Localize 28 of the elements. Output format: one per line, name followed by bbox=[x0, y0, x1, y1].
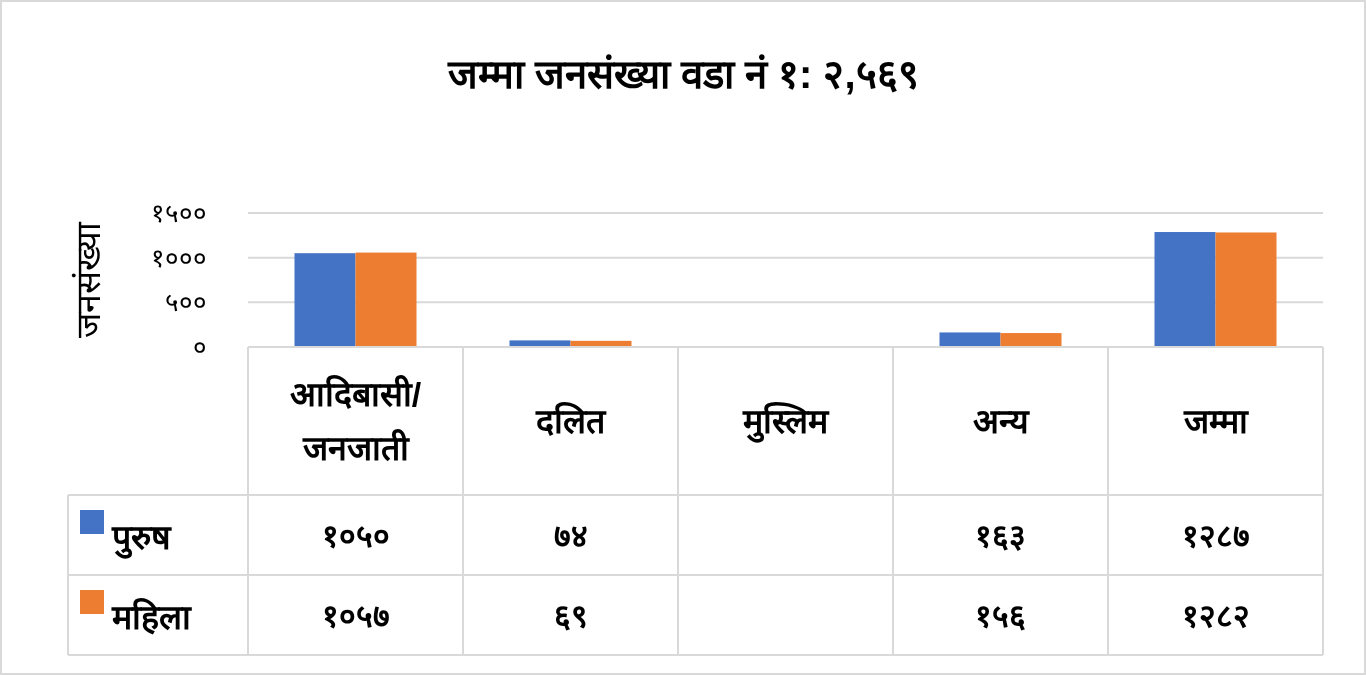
y-tick-label: १००० bbox=[151, 242, 207, 273]
bar bbox=[1154, 232, 1216, 347]
data-label: १६३ bbox=[975, 518, 1026, 554]
x-tick-label: दलित bbox=[535, 401, 607, 440]
data-label: १२८७ bbox=[1181, 518, 1250, 554]
x-tick-label: अन्य bbox=[972, 402, 1030, 440]
bar bbox=[509, 340, 571, 347]
bar bbox=[939, 332, 1001, 347]
data-label: ७४ bbox=[553, 518, 588, 554]
data-label: १५६ bbox=[975, 598, 1026, 634]
data-label: १२८२ bbox=[1181, 598, 1250, 634]
chart-title: जम्मा जनसंख्या वडा नं १: २,५६९ bbox=[446, 52, 919, 96]
x-tick-label: जम्मा bbox=[1182, 402, 1249, 440]
bar bbox=[294, 253, 356, 347]
y-axis-title: जनसंख्या bbox=[69, 221, 107, 338]
legend-label: पुरुष bbox=[111, 518, 172, 559]
x-tick-label: आदिबासी/जनजाती bbox=[289, 374, 422, 467]
bar bbox=[355, 252, 417, 347]
bar bbox=[1215, 232, 1277, 347]
y-tick-label: ५०० bbox=[165, 287, 207, 318]
y-tick-label: ० bbox=[193, 332, 207, 362]
x-tick-label: मुस्लिम bbox=[742, 401, 830, 443]
bar bbox=[1000, 333, 1062, 347]
data-label: १०५० bbox=[321, 518, 390, 554]
data-label: १०५७ bbox=[321, 598, 390, 634]
data-label: ६९ bbox=[553, 598, 588, 634]
y-tick-label: १५०० bbox=[151, 198, 207, 228]
legend-label: महिला bbox=[111, 597, 192, 636]
